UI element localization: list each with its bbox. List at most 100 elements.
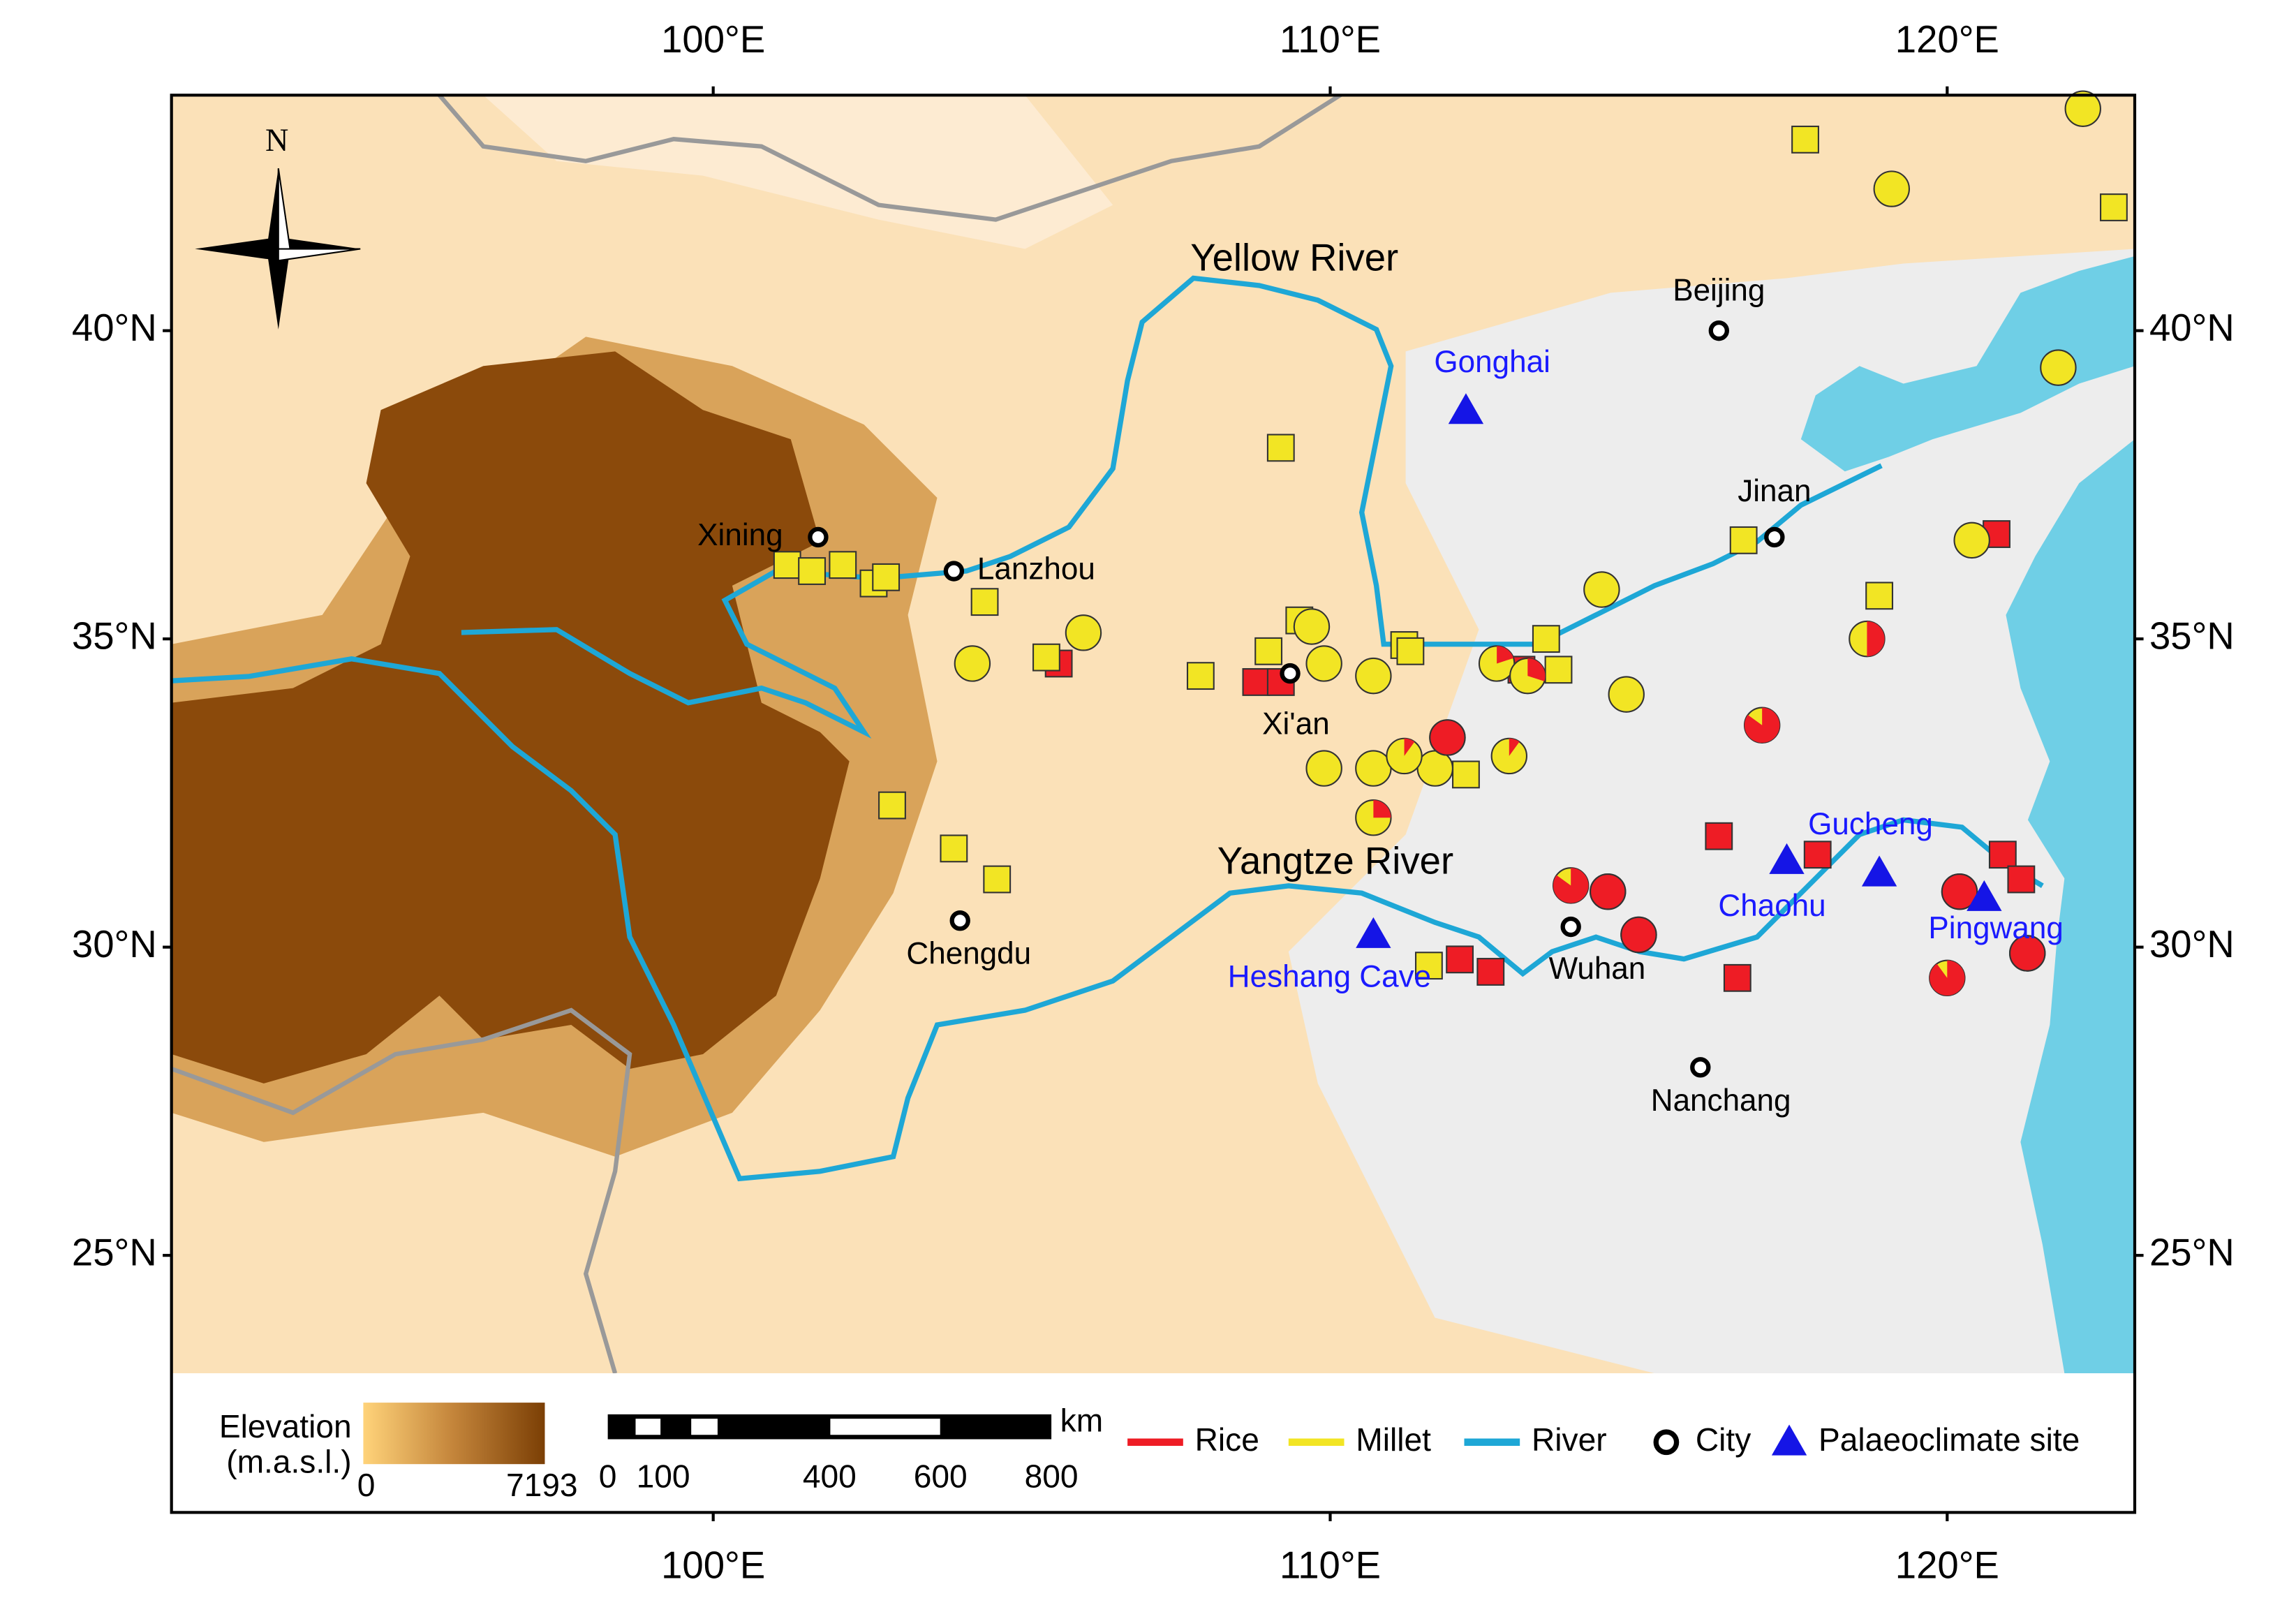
site-square xyxy=(1396,637,1425,665)
site-square xyxy=(1032,643,1060,672)
site-square xyxy=(1544,656,1573,684)
site-circle xyxy=(1873,170,1910,207)
desert xyxy=(483,95,1113,249)
east-sea xyxy=(2006,439,2135,1374)
site-square xyxy=(798,557,827,585)
site-square xyxy=(970,588,999,616)
y-tick-label: 35°N xyxy=(72,615,157,658)
rice-share xyxy=(1553,868,1589,903)
site-square xyxy=(2007,865,2036,894)
city-marker xyxy=(943,561,965,582)
city-marker xyxy=(1280,663,1301,684)
site-circle xyxy=(1416,750,1453,787)
legend-swatch xyxy=(1771,1424,1807,1456)
site-circle xyxy=(1355,657,1392,695)
site-label: Gonghai xyxy=(1434,345,1550,379)
site-square xyxy=(940,834,968,863)
site-circle xyxy=(1608,676,1645,713)
site-circle xyxy=(1305,645,1342,682)
legend-label: Millet xyxy=(1356,1421,1431,1458)
scale-tick-label: 800 xyxy=(1025,1458,1079,1494)
site-square xyxy=(1723,963,1751,992)
plains xyxy=(1288,249,2135,1374)
bohai-sea xyxy=(1800,256,2135,472)
y-tick-label: 30°N xyxy=(2149,923,2235,966)
rice-share xyxy=(1930,960,1965,996)
rice-share xyxy=(1745,707,1780,743)
yangtze-river xyxy=(171,656,2044,1182)
legend-title: (m.a.s.l.) xyxy=(226,1443,351,1479)
city-marker xyxy=(1560,916,1581,938)
y-tick-label: 35°N xyxy=(2149,615,2235,658)
x-tick-label: 110°E xyxy=(1280,1544,1381,1586)
scale-tick-label: 100 xyxy=(637,1458,690,1494)
site-circle xyxy=(954,645,991,682)
site-square xyxy=(983,865,1012,894)
site-square xyxy=(1705,822,1733,850)
legend: Elevation (m.a.s.l.) 0 7193 km 0 100 400 60… xyxy=(219,1403,2080,1503)
terrain xyxy=(171,95,2135,1374)
border xyxy=(171,1007,632,1374)
rice-share xyxy=(1429,719,1466,756)
city-label: Nanchang xyxy=(1651,1084,1791,1118)
site-label: Pingwang xyxy=(1928,911,2063,945)
site-circle xyxy=(1305,750,1342,787)
city-marker xyxy=(1708,320,1729,341)
site-square xyxy=(1476,958,1505,986)
site-circle xyxy=(1953,522,1990,559)
site-square xyxy=(1803,841,1832,869)
plateau xyxy=(171,351,850,1084)
palaeoclimate-site xyxy=(1356,917,1391,948)
y-tick-label: 25°N xyxy=(2149,1232,2235,1274)
palaeoclimate-site xyxy=(1448,393,1484,424)
scale-tick-label: 0 xyxy=(599,1458,617,1494)
compass: N xyxy=(195,122,361,330)
city-marker xyxy=(949,910,970,931)
x-tick-label: 120°E xyxy=(1895,18,1999,61)
scale-bar xyxy=(635,1419,661,1435)
rice-share xyxy=(1497,646,1514,664)
site-square xyxy=(1446,945,1474,974)
site-circle xyxy=(1355,750,1392,787)
elevation-bar xyxy=(363,1403,545,1465)
site-square xyxy=(1988,841,2017,869)
city-label: Lanzhou xyxy=(977,552,1095,586)
site-circle xyxy=(1065,614,1102,651)
site-label: Gucheng xyxy=(1808,807,1933,841)
city-label: Xining xyxy=(697,518,783,552)
map-frame xyxy=(170,94,2137,1514)
city-label: Chengdu xyxy=(906,937,1031,971)
legend-label: Rice xyxy=(1195,1421,1259,1458)
scale-unit: km xyxy=(1060,1403,1104,1439)
city-label: Wuhan xyxy=(1549,952,1646,986)
x-tick-label: 110°E xyxy=(1280,18,1381,61)
site-square xyxy=(2100,193,2128,221)
x-tick-label: 120°E xyxy=(1895,1544,1999,1586)
legend-label: Palaeoclimate site xyxy=(1819,1421,2080,1458)
city-marker xyxy=(1764,526,1785,548)
rice-share xyxy=(1620,916,1657,954)
rice-share xyxy=(1867,621,1885,657)
compass-label: N xyxy=(265,122,288,158)
rice-share xyxy=(1373,800,1391,818)
scale-bar xyxy=(691,1419,718,1435)
elevation-min: 0 xyxy=(357,1467,376,1503)
site-square xyxy=(1532,625,1560,653)
rice-share xyxy=(2009,935,2046,972)
legend-swatch xyxy=(1653,1429,1680,1456)
site-square xyxy=(1791,125,1819,154)
city-label: Xi'an xyxy=(1262,707,1330,741)
site-square xyxy=(1452,760,1480,789)
palaeoclimate-site xyxy=(1967,880,2002,911)
site-label: Chaohu xyxy=(1718,889,1825,923)
y-tick-label: 25°N xyxy=(72,1232,157,1274)
site-circle xyxy=(2064,90,2101,127)
palaeoclimate-site xyxy=(1861,855,1897,887)
site-square xyxy=(1729,526,1758,554)
site-label: Heshang Cave xyxy=(1228,960,1431,994)
rice-share xyxy=(1527,658,1546,681)
elevation-max: 7193 xyxy=(506,1467,578,1503)
site-square xyxy=(1414,952,1443,980)
scale-tick-label: 400 xyxy=(803,1458,857,1494)
